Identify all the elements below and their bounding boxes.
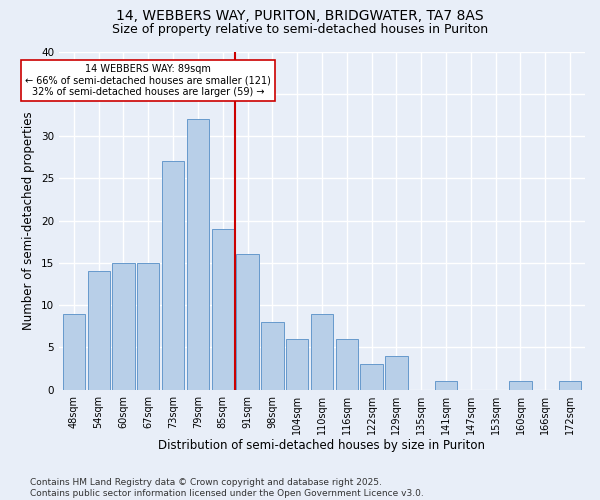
Bar: [335, 339, 358, 390]
Bar: [361, 364, 383, 390]
Bar: [261, 322, 284, 390]
Bar: [435, 382, 457, 390]
Bar: [62, 314, 85, 390]
Y-axis label: Number of semi-detached properties: Number of semi-detached properties: [22, 112, 35, 330]
Bar: [162, 162, 184, 390]
Text: Size of property relative to semi-detached houses in Puriton: Size of property relative to semi-detach…: [112, 22, 488, 36]
Bar: [137, 263, 160, 390]
Bar: [187, 119, 209, 390]
Bar: [212, 229, 234, 390]
Bar: [509, 382, 532, 390]
Bar: [559, 382, 581, 390]
Bar: [88, 272, 110, 390]
Text: Contains HM Land Registry data © Crown copyright and database right 2025.
Contai: Contains HM Land Registry data © Crown c…: [30, 478, 424, 498]
Bar: [286, 339, 308, 390]
Text: 14, WEBBERS WAY, PURITON, BRIDGWATER, TA7 8AS: 14, WEBBERS WAY, PURITON, BRIDGWATER, TA…: [116, 9, 484, 23]
Text: 14 WEBBERS WAY: 89sqm
← 66% of semi-detached houses are smaller (121)
32% of sem: 14 WEBBERS WAY: 89sqm ← 66% of semi-deta…: [25, 64, 271, 98]
X-axis label: Distribution of semi-detached houses by size in Puriton: Distribution of semi-detached houses by …: [158, 440, 485, 452]
Bar: [385, 356, 407, 390]
Bar: [112, 263, 134, 390]
Bar: [236, 254, 259, 390]
Bar: [311, 314, 333, 390]
